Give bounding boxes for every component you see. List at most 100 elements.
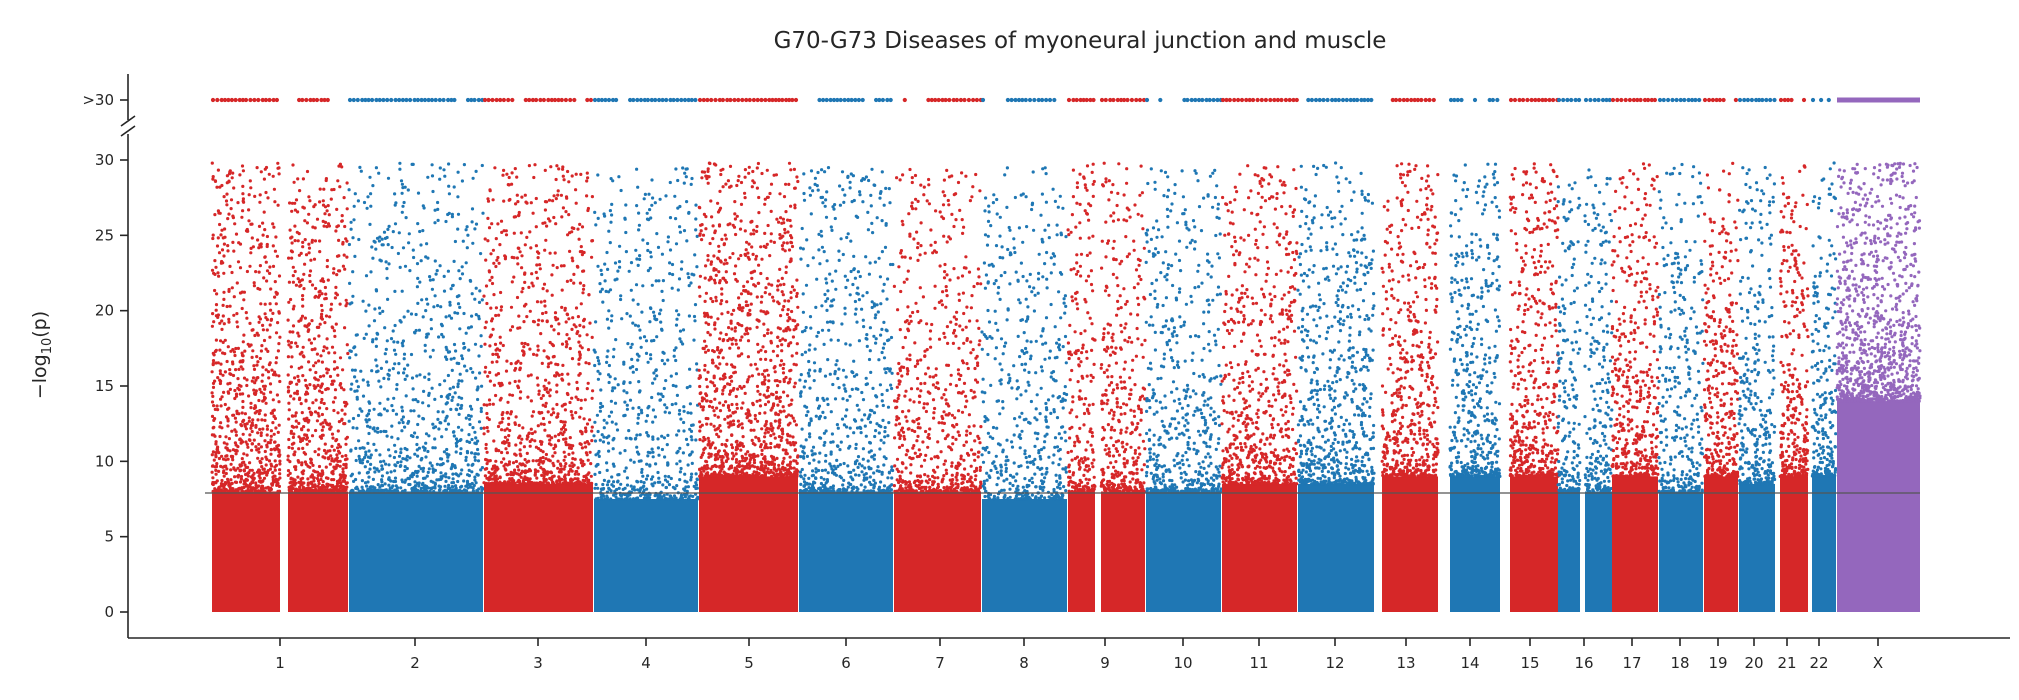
y-axis-label-subscript: 10 [40, 338, 55, 355]
data-point [607, 434, 611, 438]
data-point [445, 414, 449, 418]
data-point [407, 241, 411, 245]
data-point [301, 472, 305, 476]
data-point [764, 464, 768, 468]
data-point [486, 199, 491, 203]
data-point [513, 167, 517, 171]
data-point [319, 422, 323, 426]
data-point [326, 278, 330, 282]
data-point [258, 200, 262, 204]
data-point [367, 409, 371, 413]
data-point [549, 165, 553, 169]
data-point [224, 471, 228, 476]
data-point [265, 328, 269, 332]
data-point [287, 280, 291, 284]
data-point [593, 439, 598, 443]
data-point [263, 302, 267, 306]
data-point [557, 439, 561, 443]
data-point [460, 396, 464, 400]
data-point [400, 429, 404, 433]
data-point [270, 411, 274, 415]
data-point [410, 489, 415, 493]
data-point [328, 374, 333, 379]
data-point [543, 478, 548, 482]
data-point [764, 350, 768, 354]
data-point [307, 246, 312, 250]
data-point [521, 479, 526, 483]
data-point [739, 219, 743, 223]
data-point [385, 267, 389, 271]
data-point [596, 264, 600, 268]
data-point [648, 451, 652, 455]
data-point [598, 409, 603, 413]
data-point [636, 416, 640, 420]
data-point [769, 209, 773, 213]
data-point [277, 274, 282, 278]
data-point [645, 462, 649, 466]
data-point [688, 384, 692, 388]
data-point [555, 266, 559, 270]
data-point [754, 435, 758, 439]
data-point [321, 425, 325, 429]
data-point [781, 460, 785, 464]
data-point [275, 356, 279, 360]
data-point [787, 316, 791, 320]
data-point [664, 379, 668, 383]
data-point [700, 238, 704, 242]
data-point [782, 282, 786, 286]
data-point [255, 363, 259, 367]
data-point [230, 270, 234, 275]
data-point [667, 475, 671, 479]
data-point [640, 411, 644, 415]
data-point [585, 453, 589, 457]
data-point [582, 417, 586, 421]
data-point [715, 406, 719, 410]
data-point [667, 411, 672, 415]
data-point [714, 295, 718, 299]
data-point [230, 481, 234, 485]
data-point [399, 460, 403, 464]
data-point [789, 204, 793, 208]
data-point [460, 357, 465, 361]
data-point [737, 257, 741, 261]
data-point [220, 327, 224, 331]
data-point [302, 436, 306, 440]
data-point [252, 388, 256, 392]
data-point [336, 179, 340, 183]
data-point [473, 227, 477, 231]
data-point [609, 497, 613, 501]
data-point [289, 489, 293, 493]
data-point [541, 455, 545, 460]
data-point [446, 459, 450, 463]
data-point [674, 323, 679, 327]
data-point [451, 472, 455, 476]
data-point [345, 343, 349, 347]
data-point [326, 387, 330, 391]
data-point [778, 418, 782, 422]
data-point [262, 338, 267, 343]
data-point [263, 439, 267, 443]
data-point [343, 412, 347, 416]
data-point [328, 489, 332, 493]
data-point [606, 267, 610, 271]
data-point [416, 301, 420, 305]
data-point [637, 406, 641, 410]
data-point [636, 358, 640, 362]
data-point [438, 485, 443, 489]
data-point [308, 368, 312, 372]
data-point [725, 261, 729, 265]
data-point [567, 180, 571, 184]
data-point [585, 440, 590, 444]
data-point [602, 426, 606, 430]
data-point [356, 413, 361, 418]
data-point [217, 469, 221, 473]
data-point [383, 352, 387, 356]
data-point [546, 434, 550, 438]
data-point [479, 409, 483, 414]
data-point [445, 401, 449, 405]
data-point [456, 311, 460, 315]
data-point [662, 493, 666, 498]
data-point [445, 447, 449, 452]
data-point [755, 224, 759, 229]
data-point [586, 458, 590, 462]
